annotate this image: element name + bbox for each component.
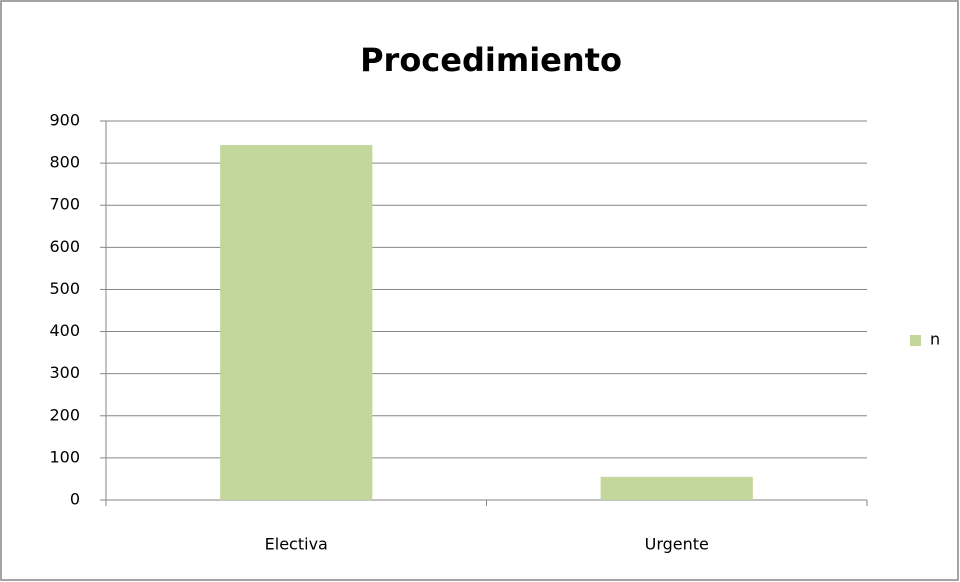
- bar: [600, 476, 753, 500]
- chart-title: Procedimiento: [360, 41, 622, 79]
- y-tick-label: 300: [49, 363, 80, 382]
- y-tick-label: 800: [49, 153, 80, 172]
- legend-label: n: [930, 330, 940, 349]
- bar: [220, 145, 373, 500]
- y-tick-label: 0: [70, 490, 80, 509]
- x-tick-label: Electiva: [265, 535, 328, 554]
- y-tick-label: 900: [49, 111, 80, 130]
- y-tick-label: 200: [49, 405, 80, 424]
- y-tick-label: 700: [49, 195, 80, 214]
- legend-swatch: [910, 335, 921, 346]
- y-tick-label: 400: [49, 321, 80, 340]
- x-tick-label: Urgente: [645, 535, 709, 554]
- y-tick-label: 500: [49, 279, 80, 298]
- y-tick-label: 600: [49, 237, 80, 256]
- y-tick-label: 100: [49, 447, 80, 466]
